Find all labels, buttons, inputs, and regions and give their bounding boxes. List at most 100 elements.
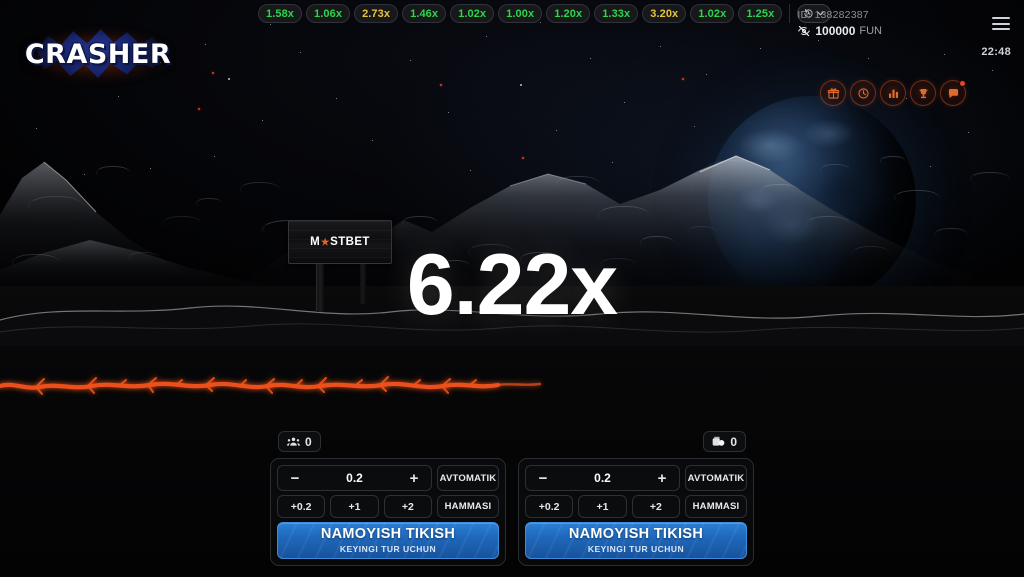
star-red xyxy=(212,72,214,74)
quick-add-button[interactable]: +0.2 xyxy=(525,495,573,518)
bet-amount-stepper[interactable]: − 0.2 + xyxy=(277,465,432,491)
star xyxy=(590,58,591,59)
surface-rock xyxy=(196,198,222,206)
quick-add-row: +0.2 +1 +2 HAMMASI xyxy=(525,495,747,518)
history-chip[interactable]: 1.33x xyxy=(594,4,638,23)
quick-add-button[interactable]: +2 xyxy=(384,495,432,518)
clock: 22:48 xyxy=(981,46,1011,58)
history-chip[interactable]: 1.06x xyxy=(306,4,350,23)
increase-bet-button[interactable]: + xyxy=(407,471,421,486)
place-bet-sublabel: KEYINGI TUR UCHUN xyxy=(340,544,436,554)
hamburger-menu-icon[interactable] xyxy=(992,17,1010,30)
surface-rock xyxy=(970,172,1010,183)
history-chip[interactable]: 1.58x xyxy=(258,4,302,23)
lava-crack xyxy=(0,360,560,408)
star-red xyxy=(198,108,200,110)
bet-panel: 0 − 0.2 + AVTOMATIK +0.2 +1 +2 HAMMASI NAMOYISH T… xyxy=(270,427,506,577)
bet-amount-value[interactable]: 0.2 xyxy=(346,471,363,485)
star xyxy=(336,98,337,99)
surface-rock xyxy=(240,182,280,193)
quick-add-button[interactable]: +0.2 xyxy=(277,495,325,518)
history-clock-icon[interactable] xyxy=(850,80,876,106)
surface-rock xyxy=(894,190,940,202)
increase-bet-button[interactable]: + xyxy=(655,471,669,486)
burger-line xyxy=(992,28,1010,30)
surface-rock xyxy=(598,206,650,220)
quick-action-buttons xyxy=(820,80,966,106)
star xyxy=(118,96,119,97)
place-bet-button[interactable]: NAMOYISH TIKISH KEYINGI TUR UCHUN xyxy=(277,522,499,559)
star xyxy=(868,58,869,59)
multiplier-display: 6.22x xyxy=(0,242,1024,328)
quick-add-row: +0.2 +1 +2 HAMMASI xyxy=(277,495,499,518)
star xyxy=(706,74,707,75)
star xyxy=(486,36,487,37)
star xyxy=(520,84,522,86)
surface-rock xyxy=(28,196,84,212)
decrease-bet-button[interactable]: − xyxy=(288,471,302,486)
surface-rock xyxy=(880,156,906,164)
surface-rock xyxy=(806,216,850,228)
bet-panel: 0 − 0.2 + AVTOMATIK +0.2 +1 +2 HAMMASI NAMOYISH T… xyxy=(518,427,754,577)
history-chip[interactable]: 1.02x xyxy=(690,4,734,23)
place-bet-label: NAMOYISH TIKISH xyxy=(321,527,455,542)
star xyxy=(410,60,411,61)
surface-rock xyxy=(162,216,202,228)
balance-display[interactable]: 100000 FUN xyxy=(797,24,882,38)
star xyxy=(760,48,761,49)
surface-rock xyxy=(760,184,800,195)
surface-rock xyxy=(556,176,600,188)
history-chip[interactable]: 1.46x xyxy=(402,4,446,23)
coins-icon xyxy=(712,436,725,448)
place-bet-sublabel: KEYINGI TUR UCHUN xyxy=(588,544,684,554)
surface-rock xyxy=(688,226,716,235)
place-bet-button[interactable]: NAMOYISH TIKISH KEYINGI TUR UCHUN xyxy=(525,522,747,559)
bets-counter[interactable]: 0 xyxy=(703,431,746,452)
betting-area: 0−0.2 + AVTOMATIK +0.2 +1 +2 HAMMASI NAMOYISH T… xyxy=(0,427,1024,577)
bet-amount-value[interactable]: 0.2 xyxy=(594,471,611,485)
account-id: ID: 138282387 xyxy=(797,9,882,21)
auto-bet-button[interactable]: AVTOMATIK xyxy=(437,465,499,491)
gift-icon[interactable] xyxy=(820,80,846,106)
auto-bet-button[interactable]: AVTOMATIK xyxy=(685,465,747,491)
star xyxy=(624,102,625,103)
quick-add-button[interactable]: +1 xyxy=(330,495,378,518)
game-screen: M STBET 6.22x CRASHER 1.58x 1.06x 2.73x 1.4… xyxy=(0,0,1024,577)
logo-text: CRASHER xyxy=(25,39,171,70)
amount-row: − 0.2 + AVTOMATIK xyxy=(525,465,747,491)
history-chip[interactable]: 1.20x xyxy=(546,4,590,23)
counter-value: 0 xyxy=(730,435,737,449)
surface-rock xyxy=(402,216,438,226)
star xyxy=(448,112,449,113)
history-chip[interactable]: 2.73x xyxy=(354,4,398,23)
players-counter[interactable]: 0 xyxy=(278,431,321,452)
quick-add-button[interactable]: +1 xyxy=(578,495,626,518)
counter-value: 0 xyxy=(305,435,312,449)
quick-add-button[interactable]: +2 xyxy=(632,495,680,518)
players-icon xyxy=(287,436,300,447)
surface-rock xyxy=(934,228,968,238)
star xyxy=(228,78,230,80)
bet-controls: − 0.2 + AVTOMATIK +0.2 +1 +2 HAMMASI NAMOYISH TI… xyxy=(270,458,506,566)
chat-bubble-icon[interactable] xyxy=(940,80,966,106)
top-bar: 1.58x 1.06x 2.73x 1.46x 1.02x 1.00x 1.20x 1.33x… xyxy=(0,0,1024,34)
bet-controls: − 0.2 + AVTOMATIK +0.2 +1 +2 HAMMASI NAMOYISH TI… xyxy=(518,458,754,566)
history-chip[interactable]: 1.02x xyxy=(450,4,494,23)
history-chip[interactable]: 1.00x xyxy=(498,4,542,23)
leaderboard-bars-icon[interactable] xyxy=(880,80,906,106)
star xyxy=(300,52,301,53)
bet-all-button[interactable]: HAMMASI xyxy=(437,495,499,518)
decrease-bet-button[interactable]: − xyxy=(536,471,550,486)
trophy-icon[interactable] xyxy=(910,80,936,106)
burger-line xyxy=(992,23,1010,25)
eye-off-icon[interactable] xyxy=(797,24,811,38)
bet-amount-stepper[interactable]: − 0.2 + xyxy=(525,465,680,491)
bet-all-button[interactable]: HAMMASI xyxy=(685,495,747,518)
account-info: ID: 138282387 100000 FUN xyxy=(797,9,882,38)
place-bet-label: NAMOYISH TIKISH xyxy=(569,527,703,542)
star-red xyxy=(682,78,684,80)
surface-rock xyxy=(704,160,766,176)
history-chip[interactable]: 3.20x xyxy=(642,4,686,23)
surface-rock xyxy=(96,166,130,176)
history-chip[interactable]: 1.25x xyxy=(738,4,782,23)
